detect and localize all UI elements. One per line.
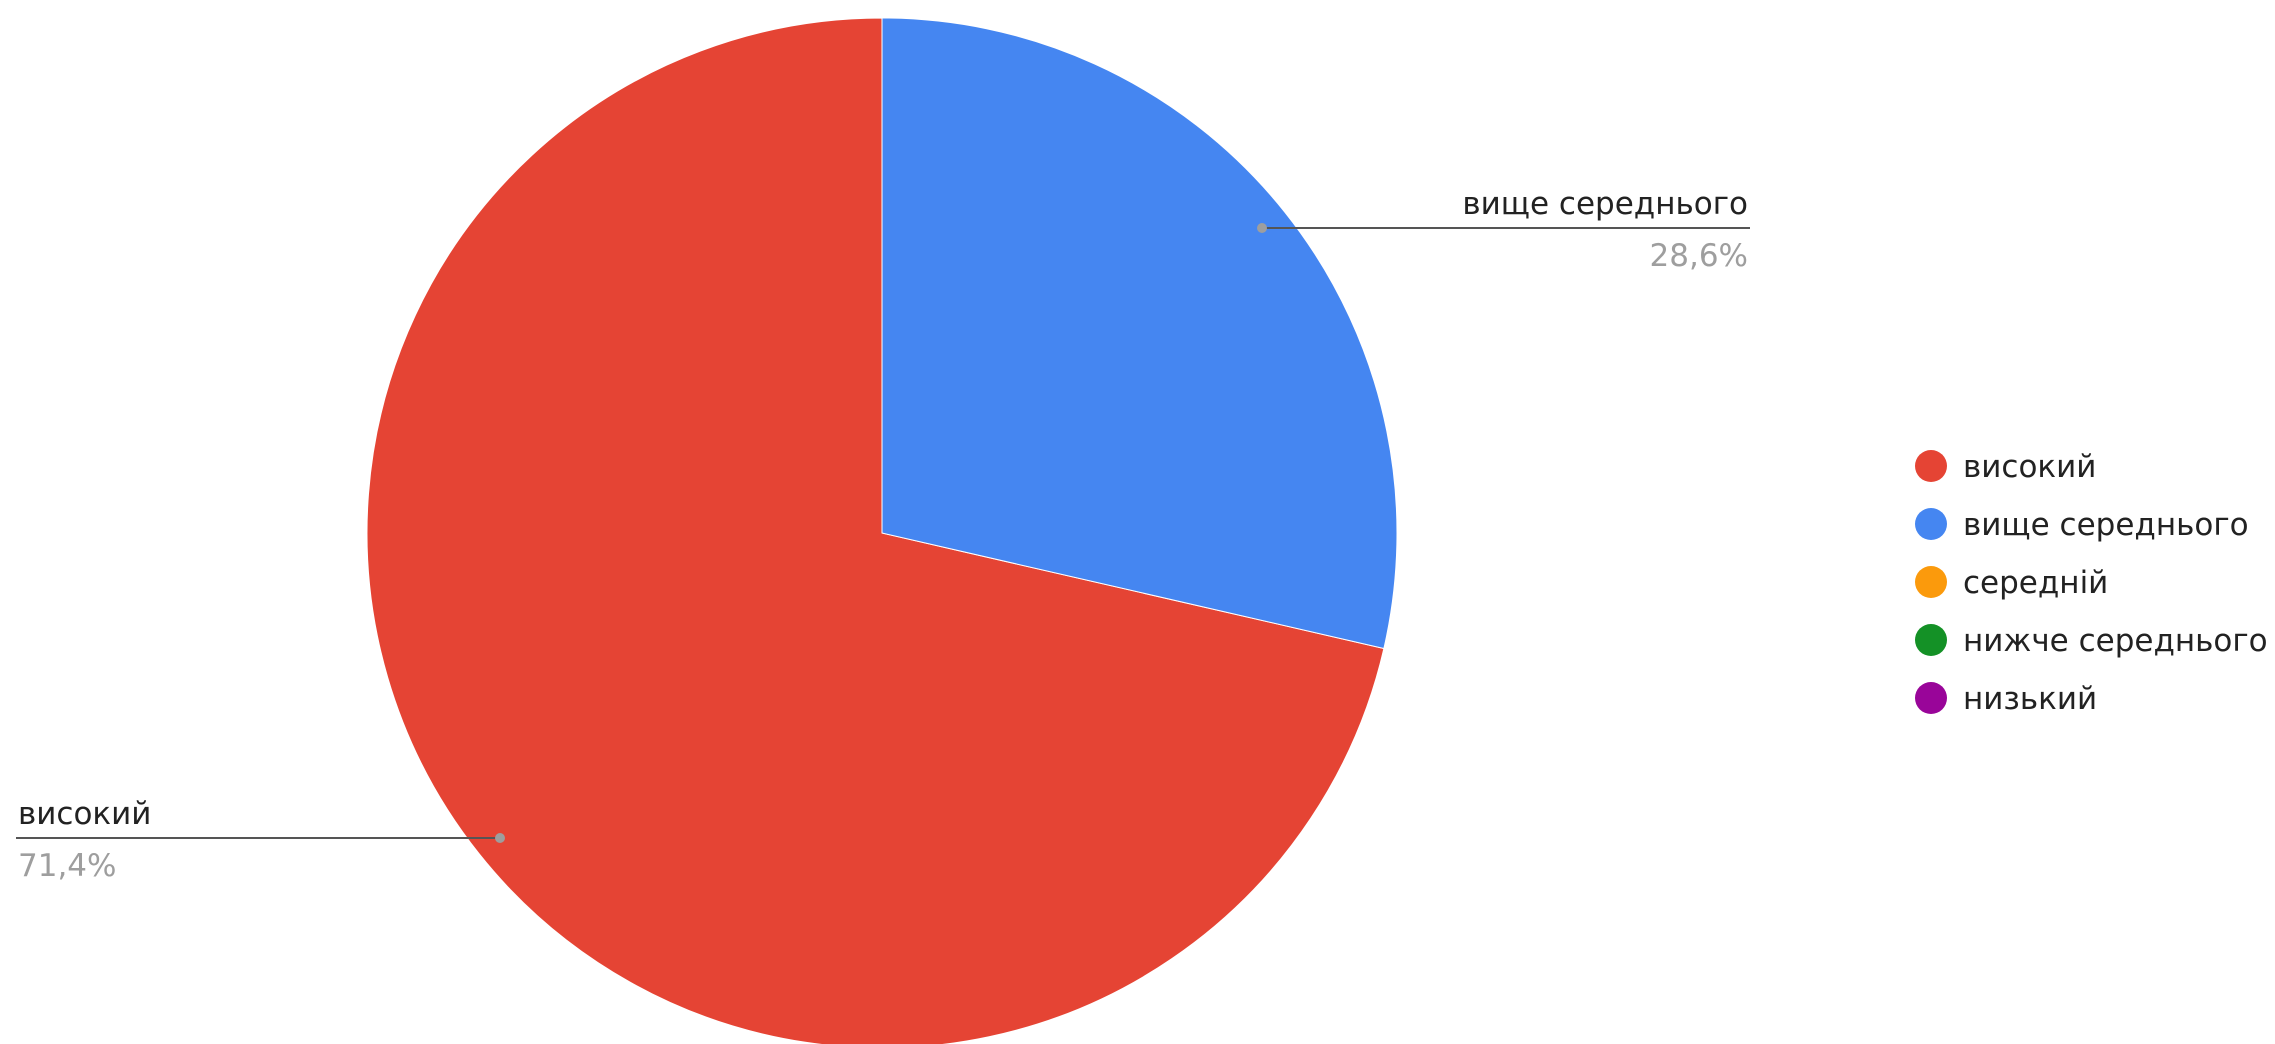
callout-label-name: високий [18,796,151,832]
legend-swatch [1915,508,1947,540]
callout-label-percent: 71,4% [18,848,116,884]
callout-vyshche-serednoho: вище середнього 28,6% [1257,186,1750,274]
pie-slices [366,17,1398,1044]
legend-label: низький [1963,681,2097,717]
legend-swatch [1915,566,1947,598]
legend-label: середній [1963,565,2108,601]
legend-label: вище середнього [1963,507,2249,543]
callout-label-percent: 28,6% [1650,238,1748,274]
pie-slice-2 [881,17,1398,650]
callout-vysokyi: високий 71,4% [16,796,505,884]
callout-anchor-dot [1257,223,1267,233]
callout-label-name: вище середнього [1462,186,1748,222]
legend-item[interactable]: нижче середнього [1915,623,2268,659]
legend: високий вище середнього середній нижче сере… [1915,449,2268,717]
legend-item[interactable]: середній [1915,565,2108,601]
legend-swatch [1915,450,1947,482]
legend-swatch [1915,624,1947,656]
legend-item[interactable]: низький [1915,681,2097,717]
legend-item[interactable]: вище середнього [1915,507,2249,543]
callout-anchor-dot [495,833,505,843]
legend-swatch [1915,682,1947,714]
legend-label: високий [1963,449,2096,485]
legend-label: нижче середнього [1963,623,2268,659]
pie-slice-1 [366,17,1385,1044]
legend-item[interactable]: високий [1915,449,2096,485]
slice-callouts: вище середнього 28,6% високий 71,4% [16,186,1750,884]
